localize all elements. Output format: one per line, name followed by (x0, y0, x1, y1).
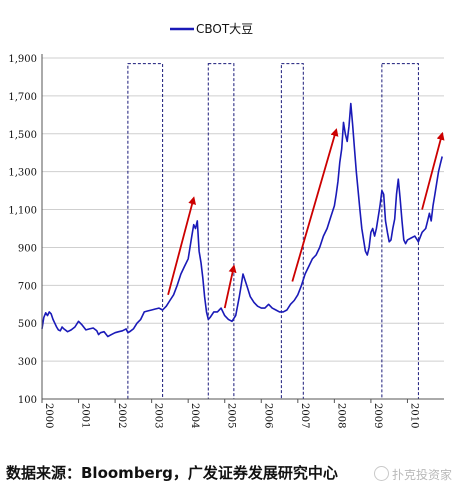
trend-arrow (167, 196, 196, 296)
x-tick-label: 2008 (335, 403, 346, 428)
watermark: 扑克投资家 (373, 466, 452, 483)
trend-arrow (223, 264, 237, 309)
x-tick-label: 2000 (43, 403, 54, 428)
x-tick-label: 2007 (299, 403, 310, 428)
trend-arrow (291, 128, 339, 282)
x-tick-label: 2010 (408, 403, 419, 428)
y-tick-label: 700 (18, 281, 37, 292)
axes: 100 300 500 700 900 1,100 1,300 1,500 1,700 1,900… (8, 54, 444, 428)
x-tick-label: 2009 (372, 403, 383, 428)
x-tick-label: 2003 (153, 403, 164, 428)
highlight-box (207, 63, 235, 400)
y-tick-label: 500 (18, 319, 37, 330)
watermark-text: 扑克投资家 (391, 468, 452, 482)
x-tick-label: 2001 (80, 403, 91, 428)
y-tick-label: 1,500 (8, 130, 37, 141)
legend-label: CBOT大豆 (196, 22, 253, 36)
x-tick-label: 2006 (262, 403, 273, 428)
y-tick-label: 1,900 (8, 54, 37, 65)
y-tick-label: 300 (18, 357, 37, 368)
trend-arrows (167, 128, 445, 309)
grid (42, 57, 444, 400)
chart: 100 300 500 700 900 1,100 1,300 1,500 1,700 1,900… (8, 22, 445, 428)
highlight-box (280, 63, 304, 400)
source-note: 数据来源：Bloomberg，广发证券发展研究中心 (6, 464, 338, 482)
watermark-icon (373, 466, 389, 481)
x-tick-label: 2002 (116, 403, 127, 428)
x-tick-label: 2004 (189, 403, 200, 428)
highlight-boxes (127, 63, 419, 400)
y-tick-label: 100 (18, 395, 37, 406)
trend-arrow (421, 131, 445, 210)
x-tick-label: 2005 (226, 403, 237, 428)
legend: CBOT大豆 (170, 22, 253, 36)
highlight-box (127, 63, 164, 400)
y-tick-label: 1,700 (8, 92, 37, 103)
series-layer (41, 102, 443, 338)
series-line-cbot-soybean (41, 102, 443, 338)
y-tick-label: 1,300 (8, 168, 37, 179)
y-tick-label: 1,100 (8, 206, 37, 217)
y-tick-label: 900 (18, 243, 37, 254)
